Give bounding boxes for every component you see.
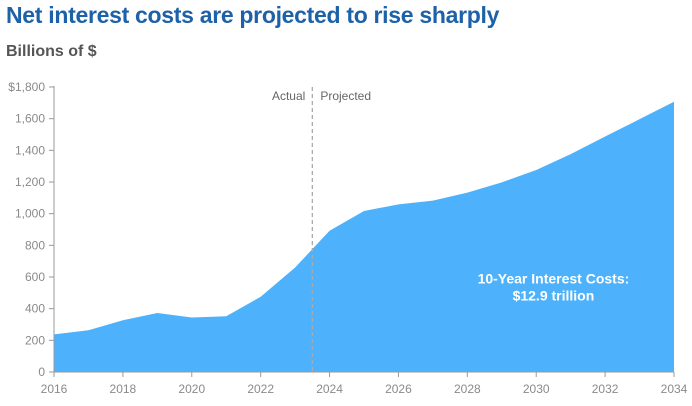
projected-label: Projected (320, 89, 371, 103)
y-tick-label: 1,200 (15, 175, 45, 189)
series-area-net-interest (54, 101, 674, 372)
annotation-line-2: $12.9 trillion (513, 287, 595, 303)
y-tick-label: 1,400 (15, 143, 45, 157)
x-tick-label: 2028 (454, 382, 481, 396)
x-tick-label: 2034 (661, 382, 688, 396)
chart-subtitle: Billions of $ (6, 43, 97, 60)
y-tick-label: 200 (25, 333, 45, 347)
x-tick-label: 2030 (523, 382, 550, 396)
y-tick-label: 1,000 (15, 207, 45, 221)
y-tick-label: 800 (25, 238, 45, 252)
x-tick-label: 2026 (385, 382, 412, 396)
x-tick-label: 2032 (592, 382, 619, 396)
y-tick-label: $1,800 (8, 80, 45, 94)
y-tick-label: 400 (25, 302, 45, 316)
y-tick-label: 600 (25, 270, 45, 284)
chart-title: Net interest costs are projected to rise… (6, 2, 500, 28)
actual-label: Actual (272, 89, 305, 103)
x-tick-label: 2022 (247, 382, 274, 396)
y-tick-label: 1,600 (15, 112, 45, 126)
x-tick-label: 2018 (110, 382, 137, 396)
x-tick-label: 2020 (178, 382, 205, 396)
x-tick-label: 2024 (316, 382, 343, 396)
x-tick-label: 2016 (41, 382, 68, 396)
annotation-line-1: 10-Year Interest Costs: (478, 270, 630, 286)
y-tick-label: 0 (38, 365, 45, 379)
